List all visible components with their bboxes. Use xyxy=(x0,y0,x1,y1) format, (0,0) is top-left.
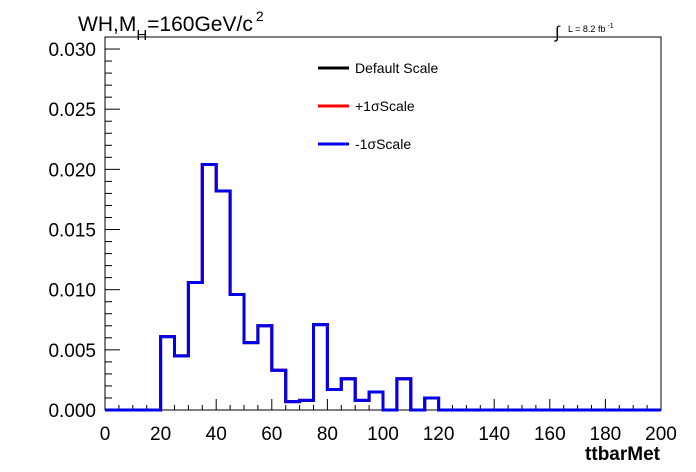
x-tick-label: 180 xyxy=(590,424,622,445)
y-tick-label: 0.020 xyxy=(48,160,96,181)
x-tick-label: 140 xyxy=(478,424,510,445)
y-tick-label: 0.010 xyxy=(48,281,96,302)
y-tick-label: 0.030 xyxy=(48,40,96,61)
legend-label: Default Scale xyxy=(355,60,438,76)
y-tick-label: 0.015 xyxy=(48,221,96,242)
x-tick-label: 100 xyxy=(367,424,399,445)
x-tick-label: 120 xyxy=(423,424,455,445)
lumi-label: L = 8.2 fb -1 xyxy=(568,23,614,34)
x-tick-label: 80 xyxy=(317,424,338,445)
x-axis: 0 20 40 60 80 100 120 140 160 180 200 xyxy=(100,399,677,445)
x-axis-label: ttbarMet xyxy=(585,444,661,465)
x-tick-label: 160 xyxy=(534,424,566,445)
lumi-integral-symbol: ∫ xyxy=(554,23,561,42)
series-line xyxy=(105,163,661,412)
x-tick-label: 40 xyxy=(206,424,227,445)
legend: Default Scale +1σScale -1σScale xyxy=(318,60,438,152)
y-tick-label: 0.025 xyxy=(48,100,96,121)
y-tick-label: 0.000 xyxy=(48,401,96,422)
x-tick-label: 200 xyxy=(645,424,677,445)
chart-title: WH,MH=160GeV/c 2 xyxy=(78,8,264,44)
x-tick-label: 20 xyxy=(150,424,171,445)
x-tick-label: 0 xyxy=(100,424,111,445)
legend-label: +1σScale xyxy=(355,98,415,114)
y-axis: 0.000 0.005 0.010 0.015 0.020 0.025 0.030 xyxy=(48,36,120,422)
y-tick-label: 0.005 xyxy=(48,341,96,362)
x-tick-label: 60 xyxy=(261,424,282,445)
legend-label: -1σScale xyxy=(355,136,411,152)
series-layer xyxy=(105,163,661,412)
